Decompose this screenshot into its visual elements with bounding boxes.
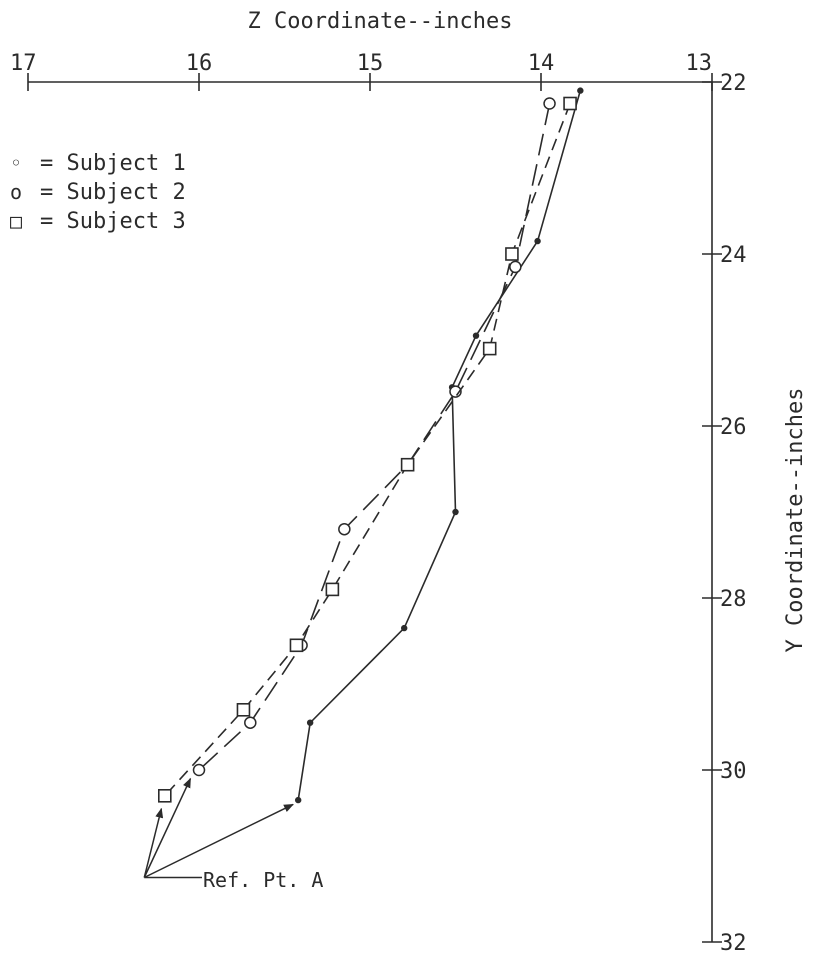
x-tick-label: 17 [10,51,37,76]
data-point-subject-3 [505,247,519,261]
series-line-subject-3 [164,103,571,797]
annotation-label: Ref. Pt. A [203,868,323,892]
legend: ◦ = Subject 1 o = Subject 2 □ = Subject … [10,151,186,234]
data-point-subject-3 [482,341,497,356]
data-point-subject-1 [452,508,459,516]
x-tick-label: 16 [186,51,213,76]
data-point-subject-2 [543,97,556,110]
data-point-subject-1 [534,237,541,245]
y-tick-label: 28 [720,587,747,612]
series-line-subject-2 [198,103,551,771]
data-point-subject-3 [158,788,172,803]
data-point-subject-1 [306,719,314,726]
x-tick-label: 13 [686,51,713,76]
y-tick-label: 30 [720,759,747,784]
y-tick-label: 32 [720,931,747,956]
data-point-subject-1 [294,796,302,804]
data-point-subject-2 [509,260,522,274]
legend-symbol-subject-2: o [10,180,22,204]
data-point-subject-2 [244,716,257,729]
data-point-subject-1 [472,332,480,339]
y-tick-label: 26 [720,415,747,440]
annotation-arrow [143,807,164,878]
x-axis-title: Z Coordinate--inches [248,9,513,34]
legend-label-subject-3: = Subject 3 [40,209,186,234]
data-point-subject-3 [236,702,251,717]
y-axis-title: Y Coordinate--inches [783,388,808,653]
annotation-arrow [143,803,294,879]
data-point-subject-1 [401,624,408,632]
data-point-subject-3 [289,638,304,653]
data-point-subject-3 [325,582,340,597]
series-line-subject-1 [297,90,582,801]
legend-symbol-subject-3: □ [10,209,22,233]
legend-label-subject-1: = Subject 1 [40,151,186,176]
data-point-subject-2 [192,763,206,777]
x-tick-label: 14 [528,51,555,76]
annotation-arrow [143,777,192,878]
y-tick-label: 24 [720,243,747,268]
legend-symbol-subject-1: ◦ [10,151,22,175]
legend-label-subject-2: = Subject 2 [40,180,186,205]
data-point-subject-3 [400,457,415,472]
data-point-subject-1 [577,87,584,94]
y-tick-label: 22 [720,71,747,96]
data-point-subject-2 [338,522,351,536]
x-tick-label: 15 [357,51,384,76]
data-point-subject-3 [563,96,577,111]
